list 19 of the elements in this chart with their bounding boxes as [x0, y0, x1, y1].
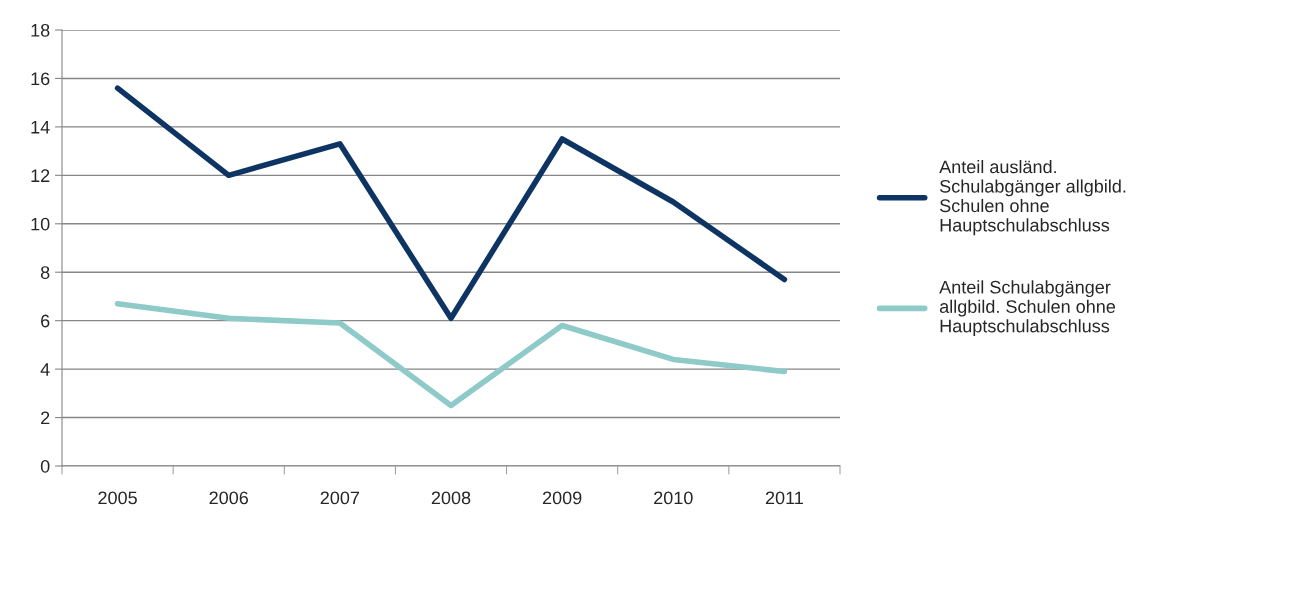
x-tick-label: 2008 — [431, 491, 471, 505]
x-tick-label: 2011 — [765, 491, 803, 505]
y-tick-label: 4 — [40, 363, 50, 376]
y-tick-label: 8 — [40, 266, 50, 279]
y-tick-label: 6 — [41, 314, 50, 328]
legend-label: Anteil ausländ. Schulabgänger allgbild. Schulen ohne Hauptschulabschluss — [939, 159, 1126, 236]
y-tick-label: 12 — [31, 169, 50, 182]
x-tick-label: 2010 — [654, 491, 693, 505]
x-tick-label: 2006 — [209, 491, 249, 505]
y-tick-label: 2 — [41, 411, 50, 425]
legend-label: Anteil Schulabgänger allgbild. Schulen ohne Hauptschulabschluss — [939, 280, 1116, 337]
x-tick-label: 2005 — [98, 491, 137, 505]
y-tick-label: 0 — [40, 459, 50, 473]
x-tick-label: 2009 — [542, 491, 582, 505]
y-tick-label: 16 — [31, 72, 50, 86]
y-tick-label: 14 — [31, 121, 50, 134]
y-tick-label: 18 — [31, 23, 50, 37]
y-tick-label: 10 — [31, 217, 50, 231]
x-tick-label: 2007 — [320, 491, 360, 505]
